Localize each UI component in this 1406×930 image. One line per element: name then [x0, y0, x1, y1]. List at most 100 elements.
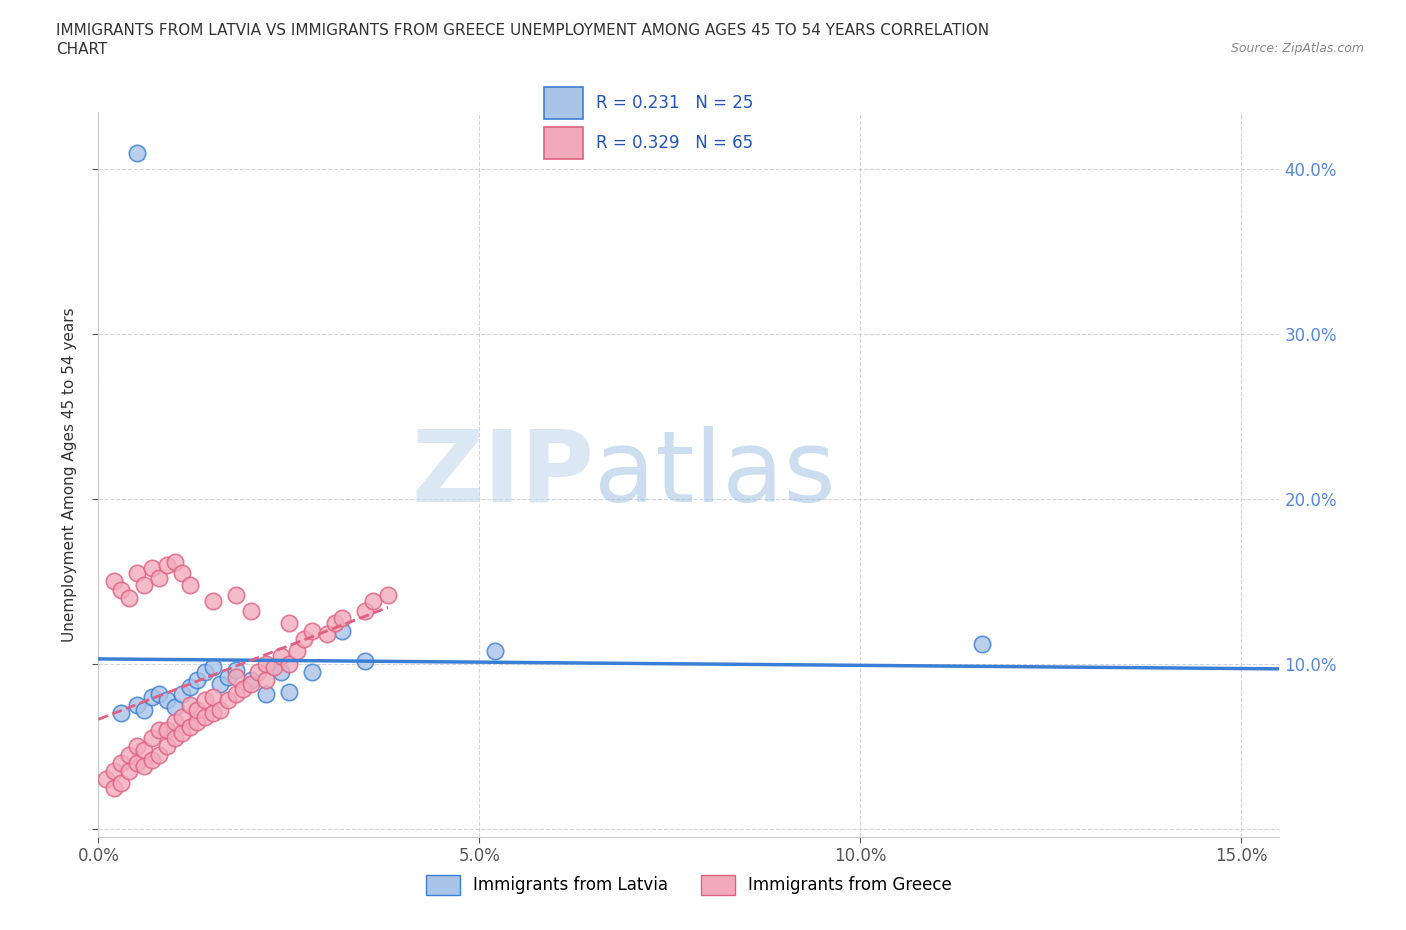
Point — [156, 558, 179, 573]
Point — [148, 571, 170, 586]
Point — [172, 710, 194, 724]
Point — [247, 665, 270, 680]
Bar — [544, 87, 583, 119]
Point — [484, 644, 506, 658]
Point — [103, 764, 125, 778]
Point — [179, 698, 201, 712]
Point — [148, 723, 170, 737]
Point — [163, 731, 186, 746]
Point — [377, 587, 399, 602]
Point — [141, 561, 163, 576]
Point — [172, 686, 194, 701]
Point — [277, 657, 299, 671]
Point — [179, 719, 201, 734]
Point — [361, 594, 384, 609]
Point — [125, 145, 148, 160]
Point — [156, 738, 179, 753]
Point — [148, 686, 170, 701]
Point — [285, 644, 308, 658]
Point — [323, 616, 346, 631]
Point — [118, 591, 141, 605]
Point — [186, 703, 208, 718]
Point — [254, 686, 277, 701]
Legend: Immigrants from Latvia, Immigrants from Greece: Immigrants from Latvia, Immigrants from … — [419, 869, 959, 901]
Point — [163, 554, 186, 569]
Point — [225, 587, 247, 602]
Point — [972, 637, 994, 652]
Point — [225, 686, 247, 701]
Point — [156, 723, 179, 737]
Point — [239, 673, 262, 688]
Y-axis label: Unemployment Among Ages 45 to 54 years: Unemployment Among Ages 45 to 54 years — [62, 307, 77, 642]
Point — [110, 776, 132, 790]
Point — [254, 673, 277, 688]
Text: IMMIGRANTS FROM LATVIA VS IMMIGRANTS FROM GREECE UNEMPLOYMENT AMONG AGES 45 TO 5: IMMIGRANTS FROM LATVIA VS IMMIGRANTS FRO… — [56, 23, 990, 38]
Text: CHART: CHART — [56, 42, 108, 57]
Text: atlas: atlas — [595, 426, 837, 523]
Point — [156, 693, 179, 708]
Point — [354, 604, 377, 618]
Point — [103, 780, 125, 795]
Point — [118, 747, 141, 762]
Point — [217, 693, 239, 708]
Point — [186, 673, 208, 688]
Point — [172, 725, 194, 740]
Point — [141, 752, 163, 767]
Point — [163, 699, 186, 714]
Point — [110, 706, 132, 721]
Point — [263, 659, 285, 674]
Point — [125, 755, 148, 770]
Bar — [544, 126, 583, 159]
Text: R = 0.329   N = 65: R = 0.329 N = 65 — [596, 134, 752, 152]
Point — [125, 738, 148, 753]
Text: R = 0.231   N = 25: R = 0.231 N = 25 — [596, 94, 754, 112]
Point — [277, 616, 299, 631]
Point — [270, 665, 292, 680]
Point — [134, 759, 156, 774]
Point — [330, 610, 353, 625]
Point — [163, 714, 186, 729]
Point — [125, 698, 148, 712]
Point — [134, 742, 156, 757]
Point — [217, 670, 239, 684]
Point — [134, 578, 156, 592]
Point — [201, 594, 224, 609]
Point — [194, 665, 217, 680]
Point — [225, 663, 247, 678]
Point — [194, 710, 217, 724]
Point — [201, 689, 224, 704]
Point — [110, 582, 132, 597]
Point — [118, 764, 141, 778]
Point — [330, 623, 353, 638]
Point — [201, 706, 224, 721]
Point — [292, 631, 315, 646]
Point — [125, 565, 148, 580]
Point — [186, 714, 208, 729]
Point — [277, 684, 299, 699]
Point — [141, 689, 163, 704]
Point — [141, 731, 163, 746]
Point — [201, 659, 224, 674]
Point — [316, 627, 339, 642]
Point — [179, 578, 201, 592]
Point — [179, 680, 201, 695]
Point — [209, 703, 232, 718]
Point — [103, 574, 125, 589]
Point — [194, 693, 217, 708]
Point — [172, 565, 194, 580]
Point — [301, 665, 323, 680]
Point — [225, 670, 247, 684]
Point — [209, 676, 232, 691]
Point — [301, 623, 323, 638]
Point — [110, 755, 132, 770]
Text: Source: ZipAtlas.com: Source: ZipAtlas.com — [1230, 42, 1364, 55]
Point — [232, 681, 254, 696]
Point — [239, 604, 262, 618]
Point — [270, 648, 292, 663]
Point — [134, 703, 156, 718]
Point — [354, 653, 377, 668]
Point — [94, 772, 117, 787]
Point — [148, 747, 170, 762]
Point — [239, 676, 262, 691]
Point — [254, 657, 277, 671]
